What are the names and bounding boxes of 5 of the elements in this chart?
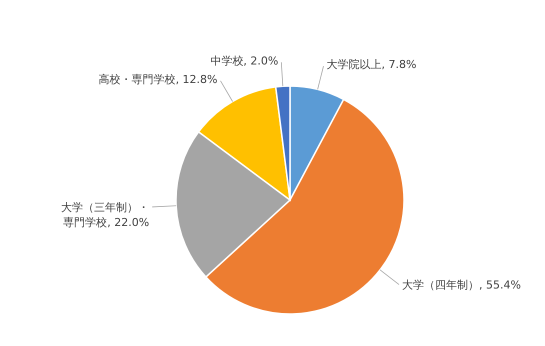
slice-label: 大学院以上, 7.8% [326, 58, 416, 72]
slice-label: 中学校, 2.0% [210, 54, 278, 68]
slice-label: 大学（三年制）・専門学校, 22.0% [61, 200, 150, 229]
slice-label: 大学（四年制）, 55.4% [402, 278, 521, 292]
slice-label: 高校・専門学校, 12.8% [98, 72, 218, 86]
